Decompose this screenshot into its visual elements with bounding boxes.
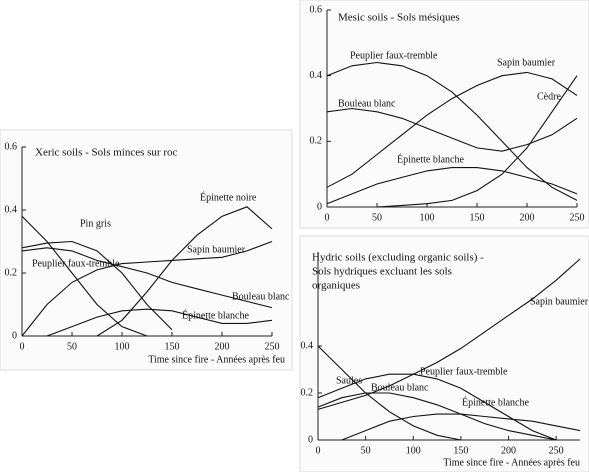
curve-label: Sapin baumier [187, 244, 246, 255]
curve [376, 75, 578, 208]
curve [317, 392, 557, 441]
x-tick-label: 150 [470, 212, 485, 223]
curve [21, 215, 148, 337]
curve-label: Sapin baumier [530, 296, 589, 307]
curve [326, 71, 578, 188]
x-tick-label: 50 [361, 445, 371, 456]
x-tick-label: 100 [420, 212, 435, 223]
curve [317, 345, 462, 441]
x-axis-label: Time since fire - Années après feu [443, 457, 580, 468]
x-tick-label: 50 [372, 212, 382, 223]
chart-title: organiques [312, 280, 360, 292]
curve [21, 247, 273, 309]
chart-title: Sols hydriques excluant les sols [312, 266, 452, 278]
curve-label: Épinette blanche [462, 396, 529, 408]
x-tick-label: 100 [406, 445, 421, 456]
y-tick-label: 0.4 [5, 204, 18, 215]
panel [299, 235, 589, 472]
curve [341, 413, 581, 441]
curve-label: Bouleau blanc [232, 291, 290, 302]
x-tick-label: 250 [265, 341, 280, 352]
x-tick-label: 200 [520, 212, 535, 223]
chart-title: Hydric soils (excluding organic soils) - [312, 252, 484, 264]
x-axis-label: Time since fire - Années après feu [148, 354, 285, 365]
x-tick-label: 50 [67, 341, 77, 352]
y-tick-label: 0.2 [301, 387, 314, 398]
curve-label: Saules [336, 375, 362, 386]
curve-label: Épinette blanche [397, 153, 464, 165]
curve-label: Pin gris [80, 218, 111, 229]
panel [299, 0, 589, 229]
curve [317, 258, 581, 410]
curve [326, 61, 578, 201]
x-tick-label: 150 [453, 445, 468, 456]
y-tick-label: 0.2 [310, 136, 323, 147]
x-tick-label: 250 [570, 212, 585, 223]
y-tick-label: 0 [308, 434, 313, 445]
x-tick-label: 250 [549, 445, 564, 456]
curve [326, 167, 578, 205]
curve [326, 107, 578, 152]
x-tick-label: 150 [165, 341, 180, 352]
curve-label: Peuplier faux-tremble [420, 366, 508, 377]
y-tick-label: 0.4 [301, 340, 314, 351]
curve-label: Peuplier faux-tremble [32, 258, 120, 269]
y-tick-label: 0 [12, 330, 17, 341]
curve-label: Peuplier faux-tremble [350, 50, 438, 61]
curve [46, 308, 273, 337]
x-tick-label: 0 [325, 212, 330, 223]
panel [0, 129, 293, 371]
curve-label: Bouleau blanc [338, 98, 396, 109]
x-tick-label: 0 [316, 445, 321, 456]
curve-label: Sapin baumier [497, 57, 556, 68]
curve [21, 240, 273, 337]
x-tick-label: 100 [115, 341, 130, 352]
x-tick-label: 0 [20, 341, 25, 352]
curve-label: Épinette noire [200, 191, 257, 203]
y-tick-label: 0.6 [310, 4, 323, 15]
curve [317, 373, 557, 441]
y-tick-label: 0.2 [5, 267, 18, 278]
curve [96, 206, 273, 337]
y-tick-label: 0.4 [310, 70, 323, 81]
y-tick-label: 0.6 [5, 141, 18, 152]
curve [21, 240, 173, 331]
chart-title: Xeric soils - Sols minces sur roc [35, 147, 177, 159]
curve-label: Cèdre [537, 91, 561, 102]
curve-label: Épinette blanche [182, 309, 249, 321]
x-tick-label: 200 [215, 341, 230, 352]
y-tick-label: 0 [317, 201, 322, 212]
chart-title: Mesic soils - Sols mésiques [338, 12, 460, 24]
x-tick-label: 200 [501, 445, 516, 456]
curve-label: Bouleau blanc [371, 382, 429, 393]
